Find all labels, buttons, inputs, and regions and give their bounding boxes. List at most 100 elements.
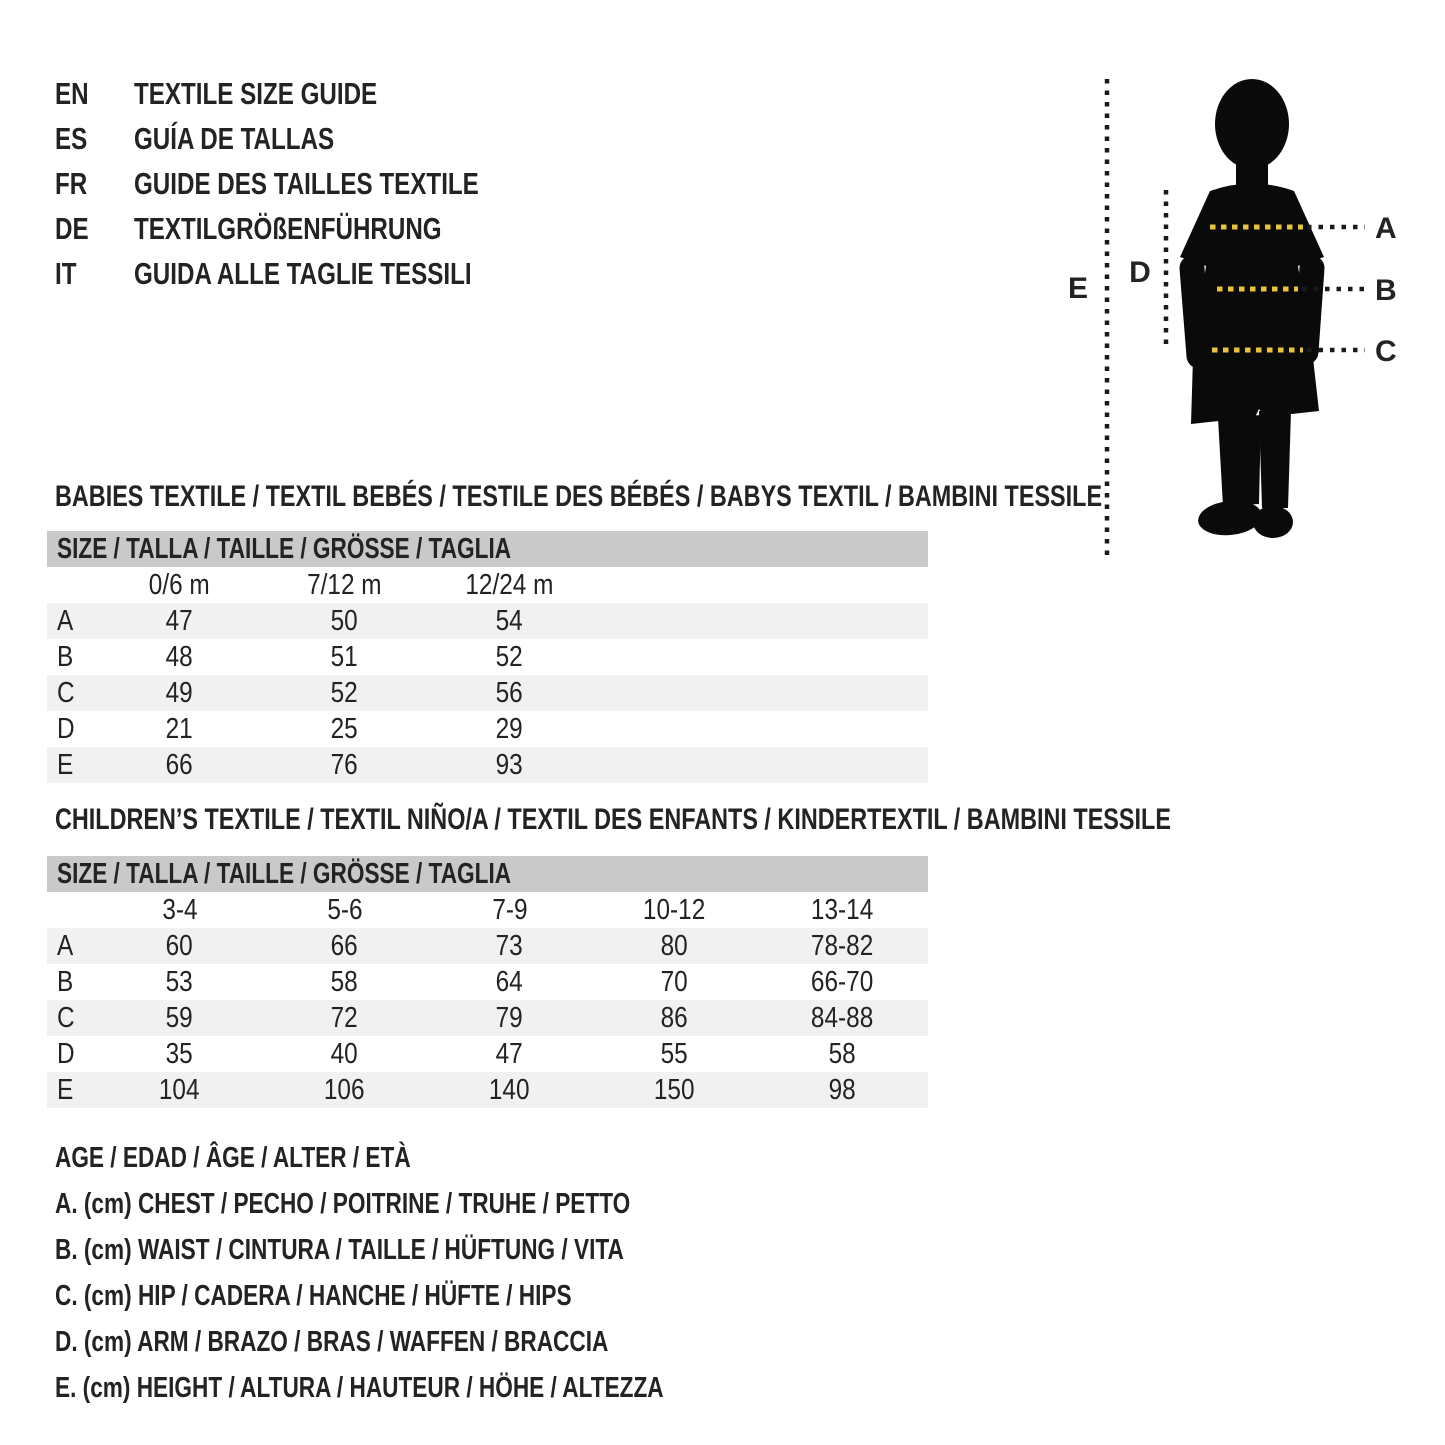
- children-c-3: 86: [660, 1002, 689, 1034]
- babies-col-0: 0/6 m: [149, 569, 210, 601]
- figure-label-e: E: [1068, 272, 1088, 305]
- measurement-legend: AGE / EDAD / ÂGE / ALTER / ETÀ A. (cm) C…: [55, 1135, 835, 1411]
- figure-label-b: B: [1375, 274, 1397, 307]
- children-b-0: 53: [165, 966, 194, 998]
- lang-code-it: IT: [55, 256, 77, 291]
- babies-col-2: 12/24 m: [465, 569, 554, 601]
- lang-code-de: DE: [55, 211, 89, 246]
- children-row-c-label: C: [57, 1002, 75, 1034]
- babies-row-e: E 66 76 93: [47, 747, 928, 783]
- children-table-header-bar: SIZE / TALLA / TAILLE / GRÖSSE / TAGLIA: [47, 856, 928, 892]
- children-a-2: 73: [495, 930, 524, 962]
- children-col-3: 10-12: [643, 894, 706, 926]
- babies-size-header-label: SIZE / TALLA / TAILLE / GRÖSSE / TAGLIA: [57, 533, 512, 565]
- children-d-0: 35: [165, 1038, 194, 1070]
- babies-e-1: 76: [330, 749, 359, 781]
- babies-row-d-label: D: [57, 713, 75, 745]
- children-row-d: D 35 40 47 55 58: [47, 1036, 928, 1072]
- children-row-e: E 104 106 140 150 98: [47, 1072, 928, 1108]
- lang-code-es: ES: [55, 121, 88, 156]
- lang-row-de: DE TEXTILGRÖßENFÜHRUNG: [55, 206, 576, 251]
- legend-height: E. (cm) HEIGHT / ALTURA / HAUTEUR / HÖHE…: [55, 1365, 835, 1411]
- children-row-c: C 59 72 79 86 84-88: [47, 1000, 928, 1036]
- babies-row-e-label: E: [57, 749, 74, 781]
- babies-c-1: 52: [330, 677, 359, 709]
- children-a-1: 66: [330, 930, 359, 962]
- children-a-3: 80: [660, 930, 689, 962]
- children-row-b-label: B: [57, 966, 74, 998]
- babies-col-1: 7/12 m: [307, 569, 382, 601]
- legend-hip: C. (cm) HIP / CADERA / HANCHE / HÜFTE / …: [55, 1273, 835, 1319]
- children-e-3: 150: [654, 1074, 695, 1106]
- children-c-0: 59: [165, 1002, 194, 1034]
- babies-row-c: C 49 52 56: [47, 675, 928, 711]
- babies-b-2: 52: [495, 641, 524, 673]
- children-e-2: 140: [489, 1074, 530, 1106]
- children-col-2: 7-9: [491, 894, 528, 926]
- babies-table-header-bar: SIZE / TALLA / TAILLE / GRÖSSE / TAGLIA: [47, 531, 928, 567]
- babies-a-0: 47: [165, 605, 194, 637]
- babies-column-header-row: 0/6 m 7/12 m 12/24 m: [47, 567, 928, 603]
- babies-row-c-label: C: [57, 677, 75, 709]
- lang-row-en: EN TEXTILE SIZE GUIDE: [55, 71, 576, 116]
- page-title-it: GUIDA ALLE TAGLIE TESSILI: [133, 256, 472, 291]
- children-row-b: B 53 58 64 70 66-70: [47, 964, 928, 1000]
- babies-a-1: 50: [330, 605, 359, 637]
- children-d-1: 40: [330, 1038, 359, 1070]
- babies-row-a: A 47 50 54: [47, 603, 928, 639]
- children-a-0: 60: [165, 930, 194, 962]
- children-c-2: 79: [495, 1002, 524, 1034]
- children-size-header-label: SIZE / TALLA / TAILLE / GRÖSSE / TAGLIA: [57, 858, 512, 890]
- children-e-1: 106: [324, 1074, 365, 1106]
- page-title-fr: GUIDE DES TAILLES TEXTILE: [133, 166, 479, 201]
- babies-d-0: 21: [165, 713, 194, 745]
- page-title-en: TEXTILE SIZE GUIDE: [133, 76, 377, 111]
- children-b-3: 70: [660, 966, 689, 998]
- language-title-block: EN TEXTILE SIZE GUIDE ES GUÍA DE TALLAS …: [55, 71, 576, 296]
- children-row-a: A 60 66 73 80 78-82: [47, 928, 928, 964]
- babies-e-0: 66: [165, 749, 194, 781]
- children-b-4: 66-70: [811, 966, 874, 998]
- legend-age: AGE / EDAD / ÂGE / ALTER / ETÀ: [55, 1135, 835, 1181]
- page-title-es: GUÍA DE TALLAS: [133, 121, 334, 156]
- legend-hip-text: C. (cm) HIP / CADERA / HANCHE / HÜFTE / …: [55, 1280, 572, 1312]
- figure-label-d: D: [1129, 256, 1151, 289]
- babies-c-0: 49: [165, 677, 194, 709]
- children-col-0: 3-4: [161, 894, 198, 926]
- babies-row-a-label: A: [57, 605, 74, 637]
- legend-chest-text: A. (cm) CHEST / PECHO / POITRINE / TRUHE…: [55, 1188, 631, 1220]
- lang-code-en: EN: [55, 76, 89, 111]
- children-c-4: 84-88: [811, 1002, 874, 1034]
- legend-chest: A. (cm) CHEST / PECHO / POITRINE / TRUHE…: [55, 1181, 835, 1227]
- lang-row-es: ES GUÍA DE TALLAS: [55, 116, 576, 161]
- babies-e-2: 93: [495, 749, 524, 781]
- children-section-title-text: CHILDREN’S TEXTILE / TEXTIL NIÑO/A / TEX…: [55, 803, 1171, 836]
- babies-b-0: 48: [165, 641, 194, 673]
- children-e-0: 104: [159, 1074, 200, 1106]
- figure-label-a: A: [1375, 212, 1397, 245]
- children-e-4: 98: [828, 1074, 857, 1106]
- children-d-2: 47: [495, 1038, 524, 1070]
- legend-arm: D. (cm) ARM / BRAZO / BRAS / WAFFEN / BR…: [55, 1319, 835, 1365]
- babies-row-b: B 48 51 52: [47, 639, 928, 675]
- legend-arm-text: D. (cm) ARM / BRAZO / BRAS / WAFFEN / BR…: [55, 1326, 609, 1358]
- babies-size-table: SIZE / TALLA / TAILLE / GRÖSSE / TAGLIA …: [47, 531, 928, 783]
- children-d-4: 58: [828, 1038, 857, 1070]
- legend-waist-text: B. (cm) WAIST / CINTURA / TAILLE / HÜFTU…: [55, 1234, 624, 1266]
- babies-b-1: 51: [330, 641, 359, 673]
- children-row-e-label: E: [57, 1074, 74, 1106]
- babies-row-b-label: B: [57, 641, 74, 673]
- babies-section-title: BABIES TEXTILE / TEXTIL BEBÉS / TESTILE …: [55, 482, 1397, 512]
- children-section-title: CHILDREN’S TEXTILE / TEXTIL NIÑO/A / TEX…: [55, 805, 1445, 835]
- legend-height-text: E. (cm) HEIGHT / ALTURA / HAUTEUR / HÖHE…: [55, 1372, 664, 1404]
- babies-row-d: D 21 25 29: [47, 711, 928, 747]
- children-b-1: 58: [330, 966, 359, 998]
- babies-a-2: 54: [495, 605, 524, 637]
- lang-code-fr: FR: [55, 166, 88, 201]
- babies-c-2: 56: [495, 677, 524, 709]
- children-b-2: 64: [495, 966, 524, 998]
- children-col-1: 5-6: [326, 894, 363, 926]
- legend-waist: B. (cm) WAIST / CINTURA / TAILLE / HÜFTU…: [55, 1227, 835, 1273]
- children-d-3: 55: [660, 1038, 689, 1070]
